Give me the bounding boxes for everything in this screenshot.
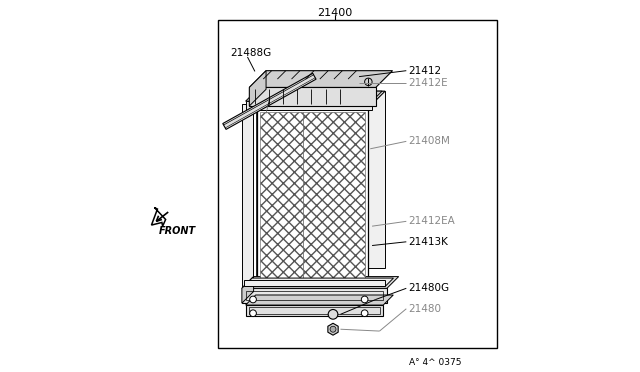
Polygon shape: [242, 277, 253, 303]
Text: 21413K: 21413K: [408, 237, 448, 247]
Text: A° 4^ 0375: A° 4^ 0375: [410, 358, 462, 367]
Polygon shape: [257, 108, 369, 285]
Text: 21488G: 21488G: [230, 48, 271, 58]
Text: 21480G: 21480G: [408, 283, 449, 293]
Polygon shape: [246, 91, 382, 101]
Polygon shape: [257, 91, 273, 285]
Text: 21480: 21480: [408, 304, 441, 314]
Polygon shape: [303, 112, 365, 281]
Polygon shape: [250, 71, 392, 87]
Text: 21408M: 21408M: [408, 137, 450, 146]
Polygon shape: [223, 73, 316, 129]
Text: 21400: 21400: [317, 8, 353, 18]
Polygon shape: [273, 91, 385, 268]
Polygon shape: [250, 87, 376, 106]
Polygon shape: [242, 277, 399, 288]
Polygon shape: [242, 288, 387, 303]
Polygon shape: [246, 305, 383, 316]
Polygon shape: [250, 71, 266, 106]
Polygon shape: [328, 323, 338, 335]
Circle shape: [362, 310, 368, 317]
Text: 21412E: 21412E: [408, 78, 448, 87]
Text: FRONT: FRONT: [159, 227, 196, 236]
Bar: [218, 20, 497, 348]
Circle shape: [328, 310, 338, 319]
Circle shape: [330, 326, 336, 332]
Polygon shape: [242, 104, 253, 288]
Text: 21412EA: 21412EA: [408, 217, 455, 226]
Polygon shape: [244, 280, 385, 286]
Text: 21412: 21412: [408, 66, 442, 76]
Polygon shape: [257, 91, 385, 108]
Circle shape: [250, 310, 257, 317]
Polygon shape: [246, 295, 394, 305]
Circle shape: [362, 296, 368, 303]
Circle shape: [250, 296, 257, 303]
Polygon shape: [246, 101, 372, 110]
Polygon shape: [260, 112, 303, 281]
Polygon shape: [244, 278, 394, 286]
